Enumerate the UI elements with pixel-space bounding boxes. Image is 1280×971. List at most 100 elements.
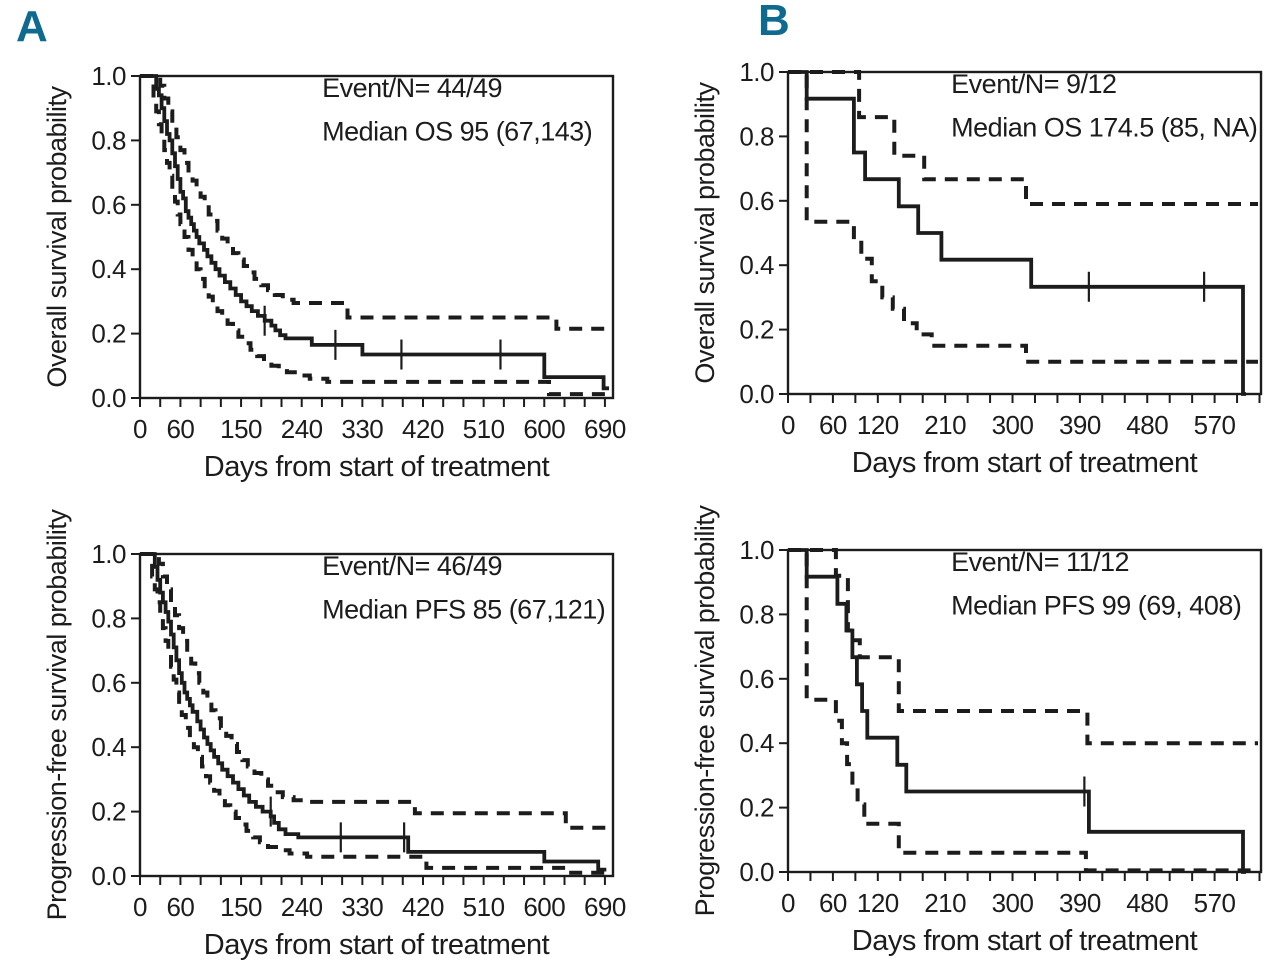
x-tick-label: 570 — [1194, 888, 1236, 918]
confidence-band-curve — [788, 70, 1258, 364]
km-chart-progression-free-survival-cohort-a: 0 60 150 240 330 420 510 600 690 0.0 0.2 0.4 0.6 0.8 1… — [40, 509, 626, 961]
y-axis-title: Progression-free survival probability — [42, 509, 72, 921]
y-tick-label: 0.8 — [739, 599, 774, 629]
x-axis-ticks — [787, 394, 1261, 403]
x-tick-label: 0 — [133, 892, 147, 922]
y-tick-label: 0.2 — [91, 319, 126, 349]
x-axis-tick-labels: 0 60 150 240 330 420 510 600 690 — [133, 414, 626, 444]
x-tick-label: 60 — [166, 414, 194, 444]
censor-marks — [1087, 271, 1206, 302]
x-tick-label: 240 — [281, 892, 323, 922]
y-tick-label: 0.4 — [91, 254, 126, 284]
x-tick-label: 390 — [1059, 410, 1101, 440]
km-estimate-curve — [788, 548, 1246, 874]
y-tick-label: 0.0 — [739, 379, 774, 409]
confidence-band-curve — [140, 74, 609, 397]
confidence-band-curve — [788, 548, 1258, 746]
panel-a-label: A — [16, 2, 48, 51]
x-tick-label: 0 — [781, 888, 795, 918]
x-tick-label: 330 — [341, 892, 383, 922]
x-tick-label: 510 — [463, 414, 505, 444]
x-tick-label: 120 — [857, 888, 899, 918]
y-tick-label: 1.0 — [91, 539, 126, 569]
x-axis-title: Days from start of treatment — [204, 929, 550, 961]
annotation-event-n: Event/N= 11/12 — [951, 547, 1129, 577]
censor-marks — [269, 796, 406, 853]
y-axis-ticks: 0.0 0.2 0.4 0.6 0.8 1.0 — [739, 57, 788, 409]
y-tick-label: 0.4 — [91, 732, 126, 762]
annotation-event-n: Event/N= 9/12 — [951, 69, 1116, 99]
km-estimate-curve — [788, 70, 1246, 396]
km-plot-svg: 0 60 120 210 300 390 480 570 0.0 0.2 0.4 0.6 0.8 1.0 E… — [690, 505, 1263, 957]
km-plot-svg: 0 60 120 210 300 390 480 570 0.0 0.2 0.4 0.6 0.8 1.0 E… — [690, 57, 1263, 479]
y-axis-title: Progression-free survival probability — [690, 505, 720, 917]
x-axis-tick-labels: 0 60 150 240 330 420 510 600 690 — [133, 892, 626, 922]
plot-frame — [138, 74, 615, 400]
annotation-median: Median OS 174.5 (85, NA) — [951, 112, 1257, 142]
y-tick-label: 0.8 — [739, 121, 774, 151]
x-tick-label: 60 — [166, 892, 194, 922]
y-tick-label: 0.6 — [739, 186, 774, 216]
y-axis-ticks: 0.0 0.2 0.4 0.6 0.8 1.0 — [739, 535, 788, 887]
y-tick-label: 0.0 — [91, 383, 126, 413]
x-tick-label: 300 — [992, 888, 1034, 918]
y-tick-label: 0.0 — [739, 857, 774, 887]
y-tick-label: 0.8 — [91, 125, 126, 155]
km-plot-svg: 0 60 150 240 330 420 510 600 690 0.0 0.2 0.4 0.6 0.8 1… — [42, 61, 626, 483]
annotation-median: Median OS 95 (67,143) — [322, 116, 592, 146]
km-plot-svg: 0 60 150 240 330 420 510 600 690 0.0 0.2 0.4 0.6 0.8 1… — [42, 509, 626, 961]
y-tick-label: 1.0 — [739, 57, 774, 87]
x-tick-label: 0 — [781, 410, 795, 440]
km-chart-progression-free-survival-cohort-b: 0 60 120 210 300 390 480 570 0.0 0.2 0.4 0.6 0.8 1.0 E… — [688, 505, 1273, 957]
y-axis-ticks: 0.0 0.2 0.4 0.6 0.8 1.0 — [91, 61, 140, 413]
x-tick-label: 420 — [402, 414, 444, 444]
x-tick-label: 330 — [341, 414, 383, 444]
confidence-band-curve — [788, 548, 1258, 873]
x-tick-label: 300 — [992, 410, 1034, 440]
x-tick-label: 510 — [463, 892, 505, 922]
panel-b-label: B — [758, 0, 790, 45]
x-tick-label: 240 — [281, 414, 323, 444]
x-tick-label: 150 — [220, 892, 262, 922]
annotation-event-n: Event/N= 44/49 — [322, 73, 502, 103]
confidence-band-curve — [140, 552, 609, 830]
x-tick-label: 690 — [584, 892, 626, 922]
x-tick-label: 150 — [220, 414, 262, 444]
x-tick-label: 480 — [1126, 410, 1168, 440]
km-estimate-curve — [140, 74, 609, 391]
x-axis-title: Days from start of treatment — [204, 451, 550, 483]
km-chart-overall-survival-cohort-a: 0 60 150 240 330 420 510 600 690 0.0 0.2 0.4 0.6 0.8 1… — [40, 61, 626, 483]
plot-frame — [786, 70, 1263, 396]
annotation-median: Median PFS 85 (67,121) — [322, 594, 605, 624]
y-axis-title: Overall survival probability — [42, 85, 72, 387]
y-tick-label: 0.8 — [91, 603, 126, 633]
y-tick-label: 0.6 — [91, 668, 126, 698]
km-chart-overall-survival-cohort-b: 0 60 120 210 300 390 480 570 0.0 0.2 0.4 0.6 0.8 1.0 E… — [688, 57, 1273, 479]
survival-curves — [788, 70, 1258, 396]
y-tick-label: 0.2 — [739, 315, 774, 345]
survival-curves — [140, 552, 609, 875]
x-tick-label: 60 — [819, 410, 847, 440]
x-axis-tick-labels: 0 60 120 210 300 390 480 570 — [781, 410, 1236, 440]
confidence-band-curve — [140, 74, 612, 331]
x-tick-label: 600 — [523, 892, 565, 922]
x-tick-label: 120 — [857, 410, 899, 440]
x-tick-label: 690 — [584, 414, 626, 444]
y-tick-label: 0.4 — [739, 728, 774, 758]
y-axis-title: Overall survival probability — [690, 81, 720, 383]
x-tick-label: 210 — [924, 410, 966, 440]
y-tick-label: 0.2 — [91, 797, 126, 827]
x-axis-ticks — [139, 876, 606, 885]
x-axis-title: Days from start of treatment — [852, 447, 1198, 479]
survival-curves — [788, 548, 1258, 874]
x-tick-label: 390 — [1059, 888, 1101, 918]
y-tick-label: 1.0 — [91, 61, 126, 91]
y-tick-label: 0.4 — [739, 250, 774, 280]
x-tick-label: 480 — [1126, 888, 1168, 918]
y-tick-label: 0.6 — [91, 190, 126, 220]
x-axis-ticks — [787, 872, 1261, 881]
x-tick-label: 60 — [819, 888, 847, 918]
km-estimate-curve — [140, 552, 607, 872]
x-axis-title: Days from start of treatment — [852, 925, 1198, 957]
plot-frame — [786, 548, 1263, 874]
